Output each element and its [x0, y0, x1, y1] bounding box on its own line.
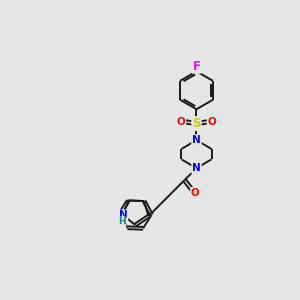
- Text: S: S: [192, 117, 201, 130]
- Text: O: O: [177, 117, 185, 127]
- Text: O: O: [191, 188, 200, 198]
- Text: O: O: [208, 117, 216, 127]
- Text: H: H: [118, 217, 126, 226]
- Text: N: N: [118, 210, 127, 220]
- Text: N: N: [192, 135, 201, 145]
- Text: F: F: [193, 60, 200, 73]
- Text: N: N: [192, 163, 201, 173]
